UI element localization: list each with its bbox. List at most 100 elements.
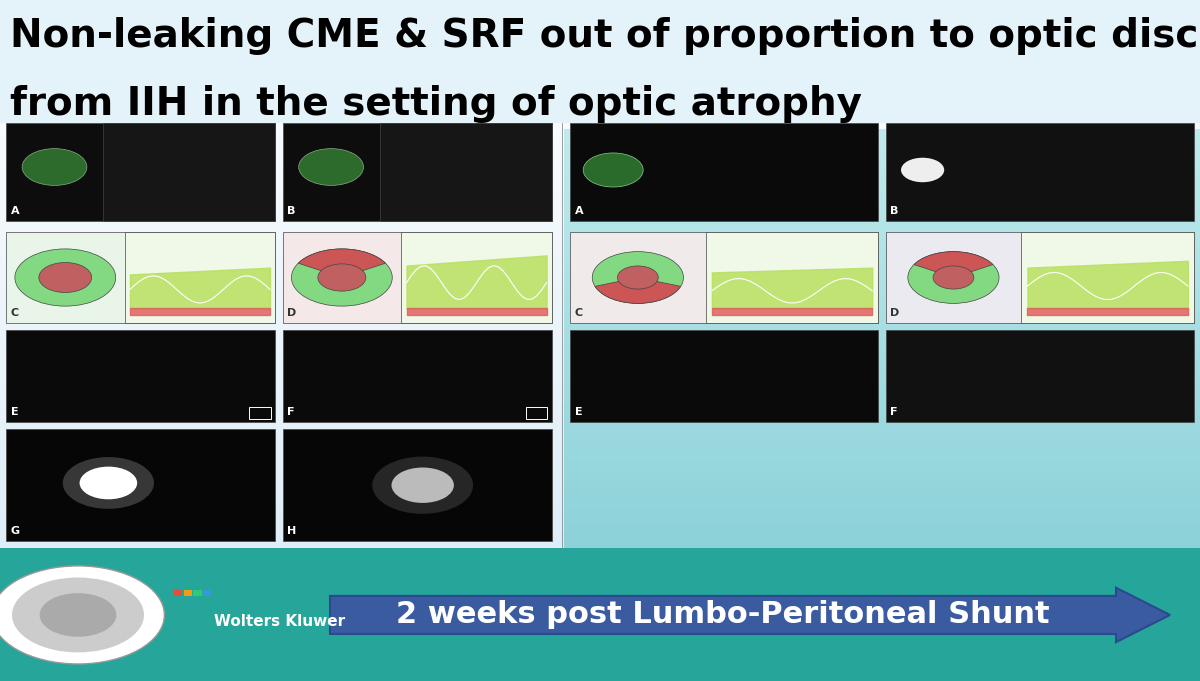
Circle shape xyxy=(618,266,659,289)
Bar xyxy=(564,157,1200,165)
Bar xyxy=(564,144,1200,151)
Text: A: A xyxy=(575,206,583,216)
Bar xyxy=(0,478,1200,488)
Bar xyxy=(0,175,1200,184)
Wedge shape xyxy=(299,249,385,278)
Text: H: H xyxy=(288,526,296,536)
Bar xyxy=(564,362,1200,368)
Text: Wolters Kluwer: Wolters Kluwer xyxy=(214,614,344,629)
Bar xyxy=(0,0,1200,10)
Bar xyxy=(564,425,1200,432)
Circle shape xyxy=(318,264,366,291)
Bar xyxy=(0,496,1200,505)
Bar xyxy=(564,214,1200,221)
Text: B: B xyxy=(890,206,899,216)
Bar xyxy=(0,460,1200,469)
Bar xyxy=(564,284,1200,291)
Bar xyxy=(0,101,1200,110)
Circle shape xyxy=(292,249,392,306)
Bar xyxy=(0,92,1200,101)
Text: F: F xyxy=(288,407,295,417)
Circle shape xyxy=(901,158,944,183)
Bar xyxy=(0,138,1200,147)
Bar xyxy=(401,232,552,323)
Bar xyxy=(0,423,1200,432)
Bar xyxy=(125,232,276,323)
Bar xyxy=(564,193,1200,200)
Bar xyxy=(0,304,1200,313)
Bar xyxy=(283,330,552,422)
Polygon shape xyxy=(330,588,1170,642)
Bar xyxy=(0,432,1200,441)
Circle shape xyxy=(62,457,154,509)
Bar xyxy=(564,495,1200,503)
Bar xyxy=(564,509,1200,516)
Bar xyxy=(564,165,1200,172)
Circle shape xyxy=(14,249,115,306)
Bar xyxy=(0,395,1200,405)
Bar xyxy=(570,123,878,221)
Bar xyxy=(203,590,211,596)
Bar xyxy=(0,129,1200,138)
Bar xyxy=(0,74,1200,83)
Bar xyxy=(564,347,1200,355)
Bar xyxy=(564,516,1200,524)
Bar xyxy=(564,200,1200,207)
Circle shape xyxy=(79,466,137,499)
Bar xyxy=(0,368,1200,377)
Bar xyxy=(0,505,1200,515)
Bar xyxy=(0,119,1200,129)
Bar xyxy=(6,429,276,541)
Bar xyxy=(0,322,1200,331)
Circle shape xyxy=(12,577,144,652)
Text: C: C xyxy=(575,308,583,318)
Bar xyxy=(0,349,1200,359)
Text: A: A xyxy=(11,206,19,216)
Bar xyxy=(564,305,1200,313)
Bar xyxy=(1021,232,1194,323)
Bar xyxy=(564,256,1200,263)
Bar xyxy=(0,313,1200,321)
Bar xyxy=(564,207,1200,214)
Bar xyxy=(283,429,552,541)
Bar xyxy=(564,334,1200,340)
Bar xyxy=(0,27,1200,37)
Bar xyxy=(564,524,1200,530)
Circle shape xyxy=(391,468,454,503)
Bar xyxy=(193,590,202,596)
Bar xyxy=(0,515,1200,524)
Text: E: E xyxy=(11,407,18,417)
Bar xyxy=(0,488,1200,496)
Bar xyxy=(0,331,1200,340)
Wedge shape xyxy=(595,278,680,304)
Bar xyxy=(564,270,1200,277)
Bar xyxy=(564,235,1200,242)
Bar xyxy=(0,276,1200,285)
Bar xyxy=(0,147,1200,157)
Bar xyxy=(564,277,1200,284)
Bar xyxy=(570,330,878,422)
Bar xyxy=(0,249,1200,257)
Bar xyxy=(564,481,1200,488)
Text: Non-leaking CME & SRF out of proportion to optic disc edema: Non-leaking CME & SRF out of proportion … xyxy=(10,17,1200,55)
Bar xyxy=(0,230,1200,239)
Bar xyxy=(0,193,1200,202)
Bar xyxy=(250,407,271,419)
Bar xyxy=(0,239,1200,249)
Bar xyxy=(0,18,1200,28)
Text: G: G xyxy=(11,526,20,536)
Bar xyxy=(564,545,1200,552)
Bar xyxy=(283,232,552,323)
Bar xyxy=(886,123,1194,221)
Bar xyxy=(6,123,276,221)
Bar xyxy=(564,537,1200,545)
Bar xyxy=(564,263,1200,270)
Bar xyxy=(564,376,1200,383)
Bar xyxy=(564,460,1200,467)
Bar xyxy=(0,83,1200,92)
Bar xyxy=(564,355,1200,362)
Bar xyxy=(174,590,182,596)
Bar xyxy=(6,330,276,422)
Bar xyxy=(0,221,1200,229)
Circle shape xyxy=(299,148,364,185)
